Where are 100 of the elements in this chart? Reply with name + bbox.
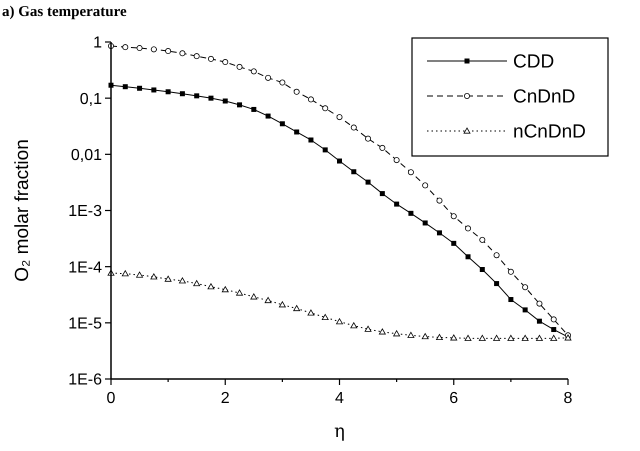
point xyxy=(208,283,214,290)
point xyxy=(408,332,414,338)
point xyxy=(522,307,528,312)
point xyxy=(136,272,143,278)
point xyxy=(166,89,171,94)
point xyxy=(550,334,558,341)
point xyxy=(165,48,172,54)
point xyxy=(179,277,186,284)
point xyxy=(265,74,272,81)
point xyxy=(236,64,243,70)
point xyxy=(536,334,543,341)
point xyxy=(365,136,372,142)
point xyxy=(137,86,142,91)
point xyxy=(236,290,243,296)
point xyxy=(379,144,386,151)
point xyxy=(480,267,485,272)
x-tick-label: 2 xyxy=(220,390,230,407)
point xyxy=(278,301,286,308)
point xyxy=(264,297,272,304)
y-tick-label: 1 xyxy=(93,34,102,52)
point xyxy=(478,334,486,341)
point xyxy=(222,59,228,66)
point xyxy=(293,305,300,312)
point xyxy=(122,44,128,50)
point xyxy=(366,180,371,185)
x-tick-label: 0 xyxy=(106,390,116,407)
y-axis-title: O₂ molar fraction xyxy=(12,139,33,282)
point xyxy=(136,45,143,52)
point xyxy=(479,236,486,243)
point xyxy=(351,169,356,174)
point xyxy=(408,210,414,216)
point xyxy=(436,198,442,204)
y-tick-label: 1E-3 xyxy=(68,203,102,220)
point xyxy=(164,276,172,282)
point xyxy=(378,328,386,334)
y-tick-label: 0,01 xyxy=(70,146,102,164)
point xyxy=(450,334,458,340)
chart-title: a) Gas temperature xyxy=(2,4,128,20)
point xyxy=(308,137,314,142)
point xyxy=(393,330,400,336)
point xyxy=(508,297,514,302)
point xyxy=(250,293,258,300)
point xyxy=(464,334,472,341)
point xyxy=(150,273,158,280)
x-tick-label: 8 xyxy=(564,390,573,407)
point xyxy=(251,106,256,112)
point xyxy=(408,169,414,176)
point xyxy=(422,220,428,226)
point xyxy=(536,318,542,324)
point xyxy=(151,87,156,92)
point xyxy=(222,98,228,104)
point xyxy=(522,284,528,290)
point xyxy=(294,129,300,134)
point xyxy=(350,322,358,328)
point xyxy=(380,191,385,196)
point xyxy=(179,50,186,56)
point xyxy=(394,157,400,164)
point xyxy=(194,53,200,60)
point xyxy=(308,310,314,316)
point xyxy=(551,327,556,332)
y-tick-label: 0,1 xyxy=(80,90,102,108)
point xyxy=(322,147,328,152)
point xyxy=(466,254,471,260)
point xyxy=(451,240,456,246)
legend-label: CDD xyxy=(513,52,554,73)
point xyxy=(422,333,429,340)
point xyxy=(208,56,214,62)
point xyxy=(336,114,342,120)
x-tick-label: 4 xyxy=(335,390,344,407)
point xyxy=(436,334,443,340)
point xyxy=(222,286,229,292)
point xyxy=(450,213,457,220)
point xyxy=(322,105,328,112)
point xyxy=(536,300,542,307)
point xyxy=(308,96,314,102)
point xyxy=(122,270,129,276)
point xyxy=(494,252,500,258)
point xyxy=(266,114,271,119)
point xyxy=(507,334,514,341)
point xyxy=(336,318,343,324)
y-tick-label: 1E-6 xyxy=(68,372,102,389)
point xyxy=(508,268,514,275)
point xyxy=(550,316,557,322)
point xyxy=(193,280,200,286)
point xyxy=(422,182,428,188)
point xyxy=(250,68,257,74)
point xyxy=(322,314,329,320)
point xyxy=(180,91,185,96)
point xyxy=(194,93,200,98)
point xyxy=(279,80,286,86)
x-axis-title: η xyxy=(334,421,345,442)
point xyxy=(436,230,442,236)
point xyxy=(337,158,342,164)
point xyxy=(493,334,500,341)
y-tick-label: 1E-5 xyxy=(68,315,102,332)
point xyxy=(465,225,472,232)
y-tick-label: 1E-4 xyxy=(68,259,102,276)
point xyxy=(394,202,400,207)
point xyxy=(208,96,214,101)
point xyxy=(522,334,529,341)
